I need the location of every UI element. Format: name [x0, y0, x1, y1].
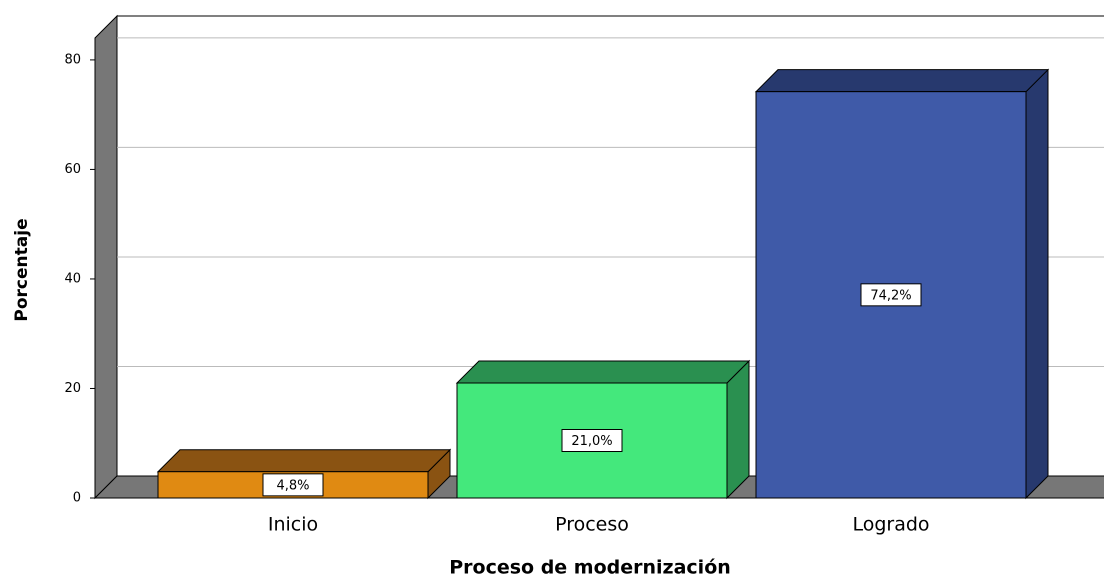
value-label: 74,2%: [870, 288, 911, 303]
value-label-box: [860, 283, 922, 307]
y-tick-label: 0: [73, 491, 81, 506]
value-label: 21,0%: [571, 434, 612, 449]
bar-top: [156, 449, 452, 473]
value-label-box: [561, 429, 623, 452]
y-tick-label: 80: [64, 52, 81, 67]
y-tick-label: 40: [64, 271, 81, 286]
x-axis-title: Proceso de modernización: [449, 557, 731, 578]
x-tick-label: Inicio: [268, 514, 318, 536]
value-label: 4,8%: [276, 478, 309, 493]
bar-top: [754, 69, 1050, 93]
y-axis-title: Porcentaje: [12, 218, 32, 321]
bar-side: [726, 359, 750, 500]
y-tick-label: 20: [64, 381, 81, 396]
bar-top: [455, 360, 751, 384]
x-tick-label: Proceso: [555, 514, 629, 536]
y-tick-label: 60: [64, 162, 81, 177]
value-label-box: [262, 473, 324, 497]
x-tick-label: Logrado: [852, 514, 929, 536]
left-wall: [94, 14, 118, 500]
bar-side: [1025, 68, 1049, 500]
